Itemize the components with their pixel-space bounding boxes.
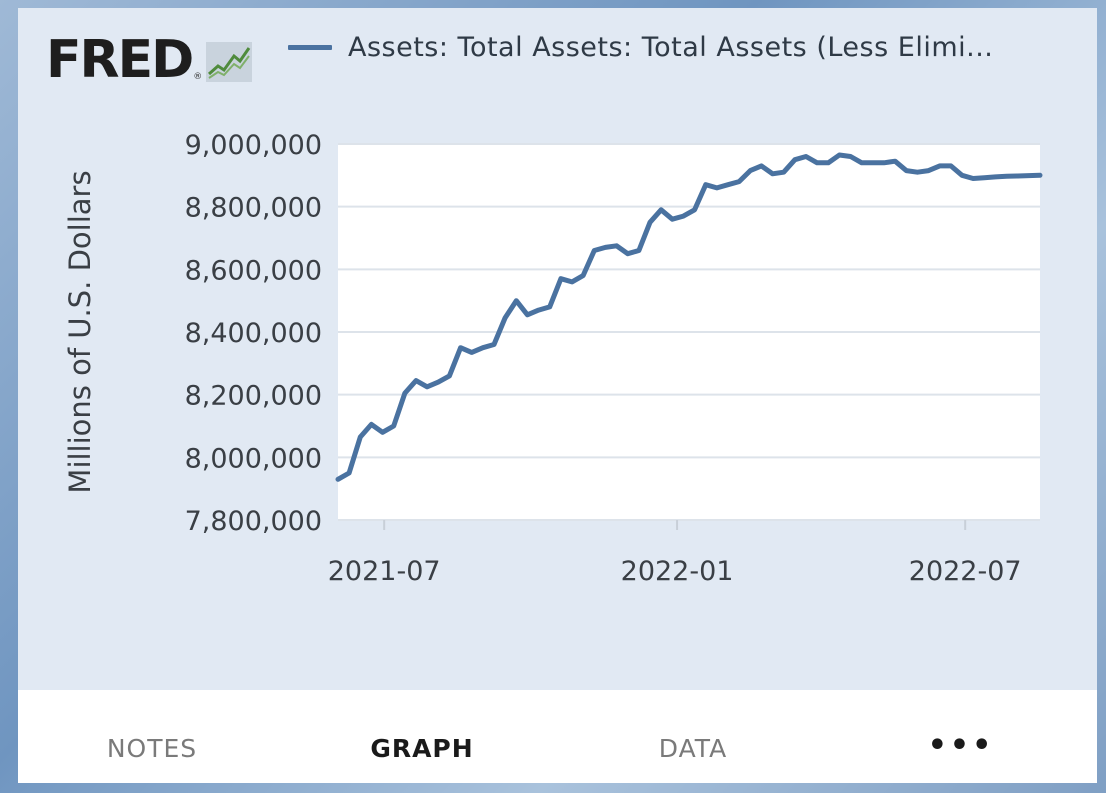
y-tick-label: 7,800,000 — [185, 506, 322, 537]
logo-text: FRED — [46, 30, 194, 90]
y-tick-label: 8,600,000 — [185, 255, 322, 286]
y-axis-label: Millions of U.S. Dollars — [63, 170, 97, 493]
x-tick-label: 2021-07 — [328, 556, 441, 587]
y-tick-label: 9,000,000 — [185, 130, 322, 161]
grid-lines — [338, 143, 1040, 521]
chart-card: FRED ® Assets: Total Assets: Total Asset… — [18, 8, 1097, 783]
line-chart: 7,800,000 8,000,000 8,200,000 8,400,000 8,60… — [63, 130, 1043, 587]
legend-swatch — [288, 44, 332, 50]
series-line — [335, 152, 1043, 482]
tab-data[interactable]: DATA — [658, 734, 728, 763]
y-tick-label: 8,200,000 — [185, 381, 322, 412]
x-tick-label: 2022-01 — [621, 556, 734, 587]
bottom-tab-bar: NOTES GRAPH DATA ••• — [18, 690, 1097, 783]
x-tick-label: 2022-07 — [909, 556, 1022, 587]
y-tick-label: 8,400,000 — [185, 318, 322, 349]
y-tick-label: 8,800,000 — [185, 193, 322, 224]
y-axis-ticks: 7,800,000 8,000,000 8,200,000 8,400,000 8,60… — [185, 130, 322, 537]
y-tick-label: 8,000,000 — [185, 443, 322, 474]
line-graph-icon — [206, 42, 253, 82]
tab-graph[interactable]: GRAPH — [370, 734, 474, 763]
x-axis-ticks: 2021-07 2022-01 2022-07 — [328, 520, 1022, 587]
series-layer — [335, 152, 1043, 482]
tab-notes[interactable]: NOTES — [106, 734, 198, 763]
chart-legend: Assets: Total Assets: Total Assets (Less… — [288, 30, 1088, 64]
more-options-button[interactable]: ••• — [927, 728, 995, 763]
fred-logo[interactable]: FRED ® — [46, 26, 253, 90]
chart-header: FRED ® Assets: Total Assets: Total Asset… — [18, 8, 1097, 98]
legend-label: Assets: Total Assets: Total Assets (Less… — [348, 31, 994, 63]
logo-registered-mark: ® — [193, 72, 203, 82]
